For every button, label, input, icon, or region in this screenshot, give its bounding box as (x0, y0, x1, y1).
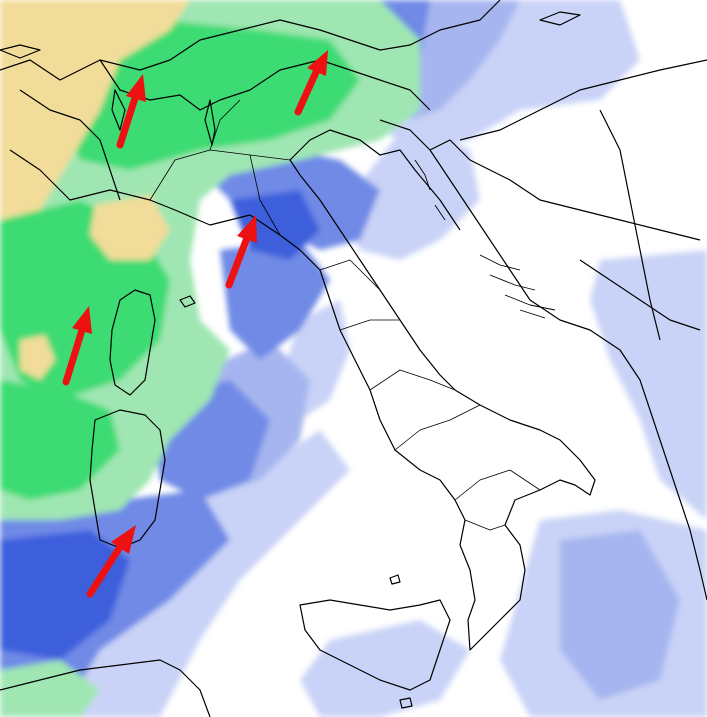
aeolian-islands (389, 574, 401, 585)
light-green-area-bottom (0, 660, 100, 717)
elba-island (179, 295, 196, 308)
pale-yellow-area-nw (0, 0, 190, 220)
arrow-eastern-alps (294, 50, 328, 116)
pale-yellow-area-spot (20, 335, 55, 380)
light-blue-area-north (395, 0, 520, 120)
arrow-swiss-alps (116, 74, 146, 149)
blue-area-ionian (560, 530, 680, 700)
lake-maggiore (111, 89, 126, 131)
pale-yellow-area-corsica (90, 195, 170, 260)
arrow-sardinia-south (86, 525, 136, 598)
pale-blue-area-balkans (590, 250, 707, 520)
sardinia-outline (89, 409, 166, 549)
green-area-west (0, 380, 120, 500)
balkans-border-3 (599, 109, 661, 341)
switzerland-border (99, 59, 251, 111)
blue-area-tuscany-coast (220, 240, 330, 360)
lake-garda (204, 99, 216, 146)
italy-coastline-adriatic (289, 129, 461, 231)
lake-balaton (539, 11, 581, 26)
pale-blue-area-adriatic (340, 120, 480, 260)
lake-geneva (0, 44, 41, 59)
italy-coastline-west (9, 149, 596, 651)
pale-blue-area-sicily (300, 620, 470, 717)
balkans-border-1 (459, 59, 707, 141)
arrow-ligurian-sea (225, 215, 257, 289)
austria-border (249, 59, 431, 111)
balkans-coast (429, 149, 707, 601)
deep-blue-area-ligurian (230, 190, 320, 260)
malta-island (399, 697, 413, 709)
balkans-border-2 (469, 159, 701, 241)
arrow-corsica-west (62, 306, 92, 386)
balkans-border-4 (579, 259, 701, 331)
corsica-outline (109, 289, 156, 396)
croatian-islands (414, 159, 556, 319)
green-area-alps (60, 20, 360, 170)
france-border (19, 89, 121, 201)
wind-arrows (62, 50, 328, 598)
regional-borders (149, 99, 541, 531)
africa-coastline (0, 659, 211, 717)
deep-blue-area-south (0, 530, 130, 660)
alps-border (0, 0, 501, 81)
sicily-outline (299, 599, 451, 691)
